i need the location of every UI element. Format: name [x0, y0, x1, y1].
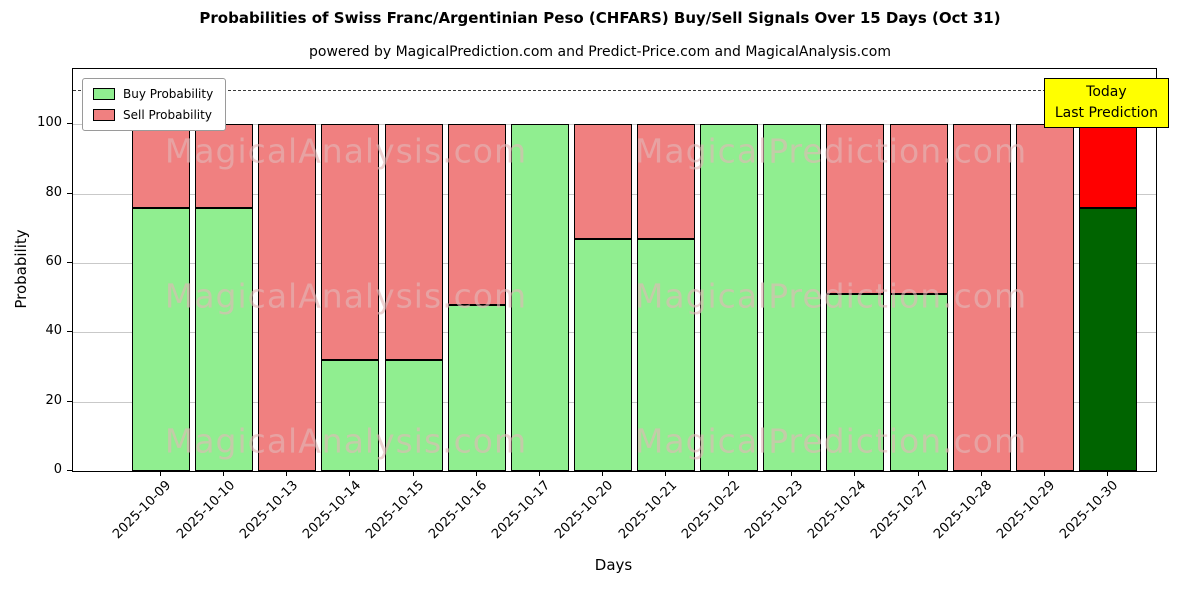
x-tick-label: 2025-10-29: [994, 478, 1059, 543]
x-tick-mark: [412, 471, 414, 476]
annotation-line1: Today: [1086, 84, 1127, 100]
dashed-threshold-line: [73, 89, 1156, 91]
x-tick-label: 2025-10-24: [805, 478, 870, 543]
x-tick-mark: [791, 471, 793, 476]
bar-buy-segment: [763, 124, 822, 471]
x-tick-mark: [349, 471, 351, 476]
bar-sell-segment: [637, 124, 696, 239]
x-tick-mark: [223, 471, 225, 476]
annotation-line2: Last Prediction: [1054, 105, 1158, 121]
bar-sell-segment: [1079, 124, 1137, 208]
x-tick-mark: [854, 471, 856, 476]
x-tick-label: 2025-10-09: [110, 478, 175, 543]
x-tick-label: 2025-10-10: [173, 478, 238, 543]
bar-sell-segment: [132, 124, 190, 208]
watermark-text: MagicalPrediction.com: [634, 421, 1028, 461]
x-tick-mark: [728, 471, 730, 476]
y-tick-label: 80: [45, 184, 62, 200]
watermark-text: MagicalAnalysis.com: [164, 276, 528, 316]
bar-buy-segment: [384, 360, 443, 471]
x-tick-label: 2025-10-15: [363, 478, 428, 543]
buy-swatch-icon: [93, 88, 115, 100]
legend-buy-label: Buy Probability: [123, 87, 214, 101]
chart-title: Probabilities of Swiss Franc/Argentinian…: [199, 9, 1001, 27]
bar-buy-segment: [195, 207, 254, 471]
chart-subtitle: powered by MagicalPrediction.com and Pre…: [309, 44, 891, 60]
x-tick-mark: [917, 471, 919, 476]
legend-item-sell: Sell Probability: [93, 108, 213, 122]
x-tick-label: 2025-10-30: [1057, 478, 1122, 543]
x-tick-mark: [665, 471, 667, 476]
x-tick-mark: [286, 471, 288, 476]
bar-buy-segment: [700, 124, 759, 471]
x-tick-label: 2025-10-16: [426, 478, 491, 543]
x-tick-label: 2025-10-13: [236, 478, 301, 543]
y-tick-label: 60: [45, 254, 62, 270]
x-axis-label: Days: [594, 556, 633, 574]
bar-sell-segment: [952, 124, 1011, 471]
x-tick-mark: [601, 471, 603, 476]
bar-sell-segment: [573, 124, 632, 239]
bar-buy-segment: [447, 304, 506, 471]
bar-sell-segment: [447, 124, 506, 305]
today-annotation-box: Today Last Prediction: [1043, 78, 1169, 128]
bar-sell-segment: [889, 124, 948, 295]
y-tick-label: 0: [53, 462, 62, 477]
x-tick-label: 2025-10-17: [489, 478, 554, 543]
y-tick-mark: [67, 123, 72, 125]
y-tick-mark: [67, 192, 72, 194]
watermark-text: MagicalAnalysis.com: [164, 131, 528, 171]
bar-sell-segment: [826, 124, 885, 295]
x-tick-mark: [980, 471, 982, 476]
bar-sell-segment: [258, 124, 317, 471]
legend-sell-label: Sell Probability: [123, 108, 212, 122]
x-tick-label: 2025-10-27: [868, 478, 933, 543]
x-tick-label: 2025-10-20: [552, 478, 617, 543]
x-tick-mark: [538, 471, 540, 476]
bar-buy-segment: [132, 207, 190, 471]
bar-sell-segment: [1015, 124, 1074, 471]
bar-buy-segment: [573, 238, 632, 471]
bar-buy-segment: [889, 294, 948, 471]
bar-sell-segment: [384, 124, 443, 361]
x-tick-label: 2025-10-22: [678, 478, 743, 543]
x-tick-mark: [160, 471, 161, 476]
y-tick-mark: [67, 470, 72, 471]
x-tick-mark: [475, 471, 477, 476]
y-tick-label: 40: [45, 323, 62, 339]
bar-buy-segment: [510, 124, 569, 471]
legend: Buy Probability Sell Probability: [82, 78, 227, 131]
y-tick-label: 100: [37, 115, 62, 131]
x-tick-label: 2025-10-14: [299, 478, 365, 543]
y-tick-label: 20: [45, 392, 62, 408]
plot-area: MagicalAnalysis.com MagicalPrediction.co…: [72, 68, 1169, 472]
bar-buy-segment: [1079, 207, 1137, 471]
y-tick-mark: [67, 400, 72, 402]
watermark-text: MagicalPrediction.com: [634, 131, 1028, 171]
x-tick-mark: [1043, 471, 1045, 476]
x-tick-label: 2025-10-21: [615, 478, 680, 543]
x-tick-mark: [1107, 471, 1108, 476]
watermark-text: MagicalAnalysis.com: [164, 421, 528, 461]
sell-swatch-icon: [93, 109, 115, 121]
x-tick-label: 2025-10-23: [741, 478, 806, 543]
bar-sell-segment: [195, 124, 254, 208]
y-tick-mark: [67, 262, 72, 264]
legend-item-buy: Buy Probability: [93, 87, 213, 101]
x-tick-label: 2025-10-28: [931, 478, 996, 543]
bar-buy-segment: [826, 294, 885, 471]
bar-buy-segment: [637, 238, 696, 471]
bar-buy-segment: [321, 360, 380, 471]
watermark-text: MagicalPrediction.com: [634, 276, 1028, 316]
y-tick-mark: [67, 331, 72, 333]
bar-sell-segment: [321, 124, 380, 361]
